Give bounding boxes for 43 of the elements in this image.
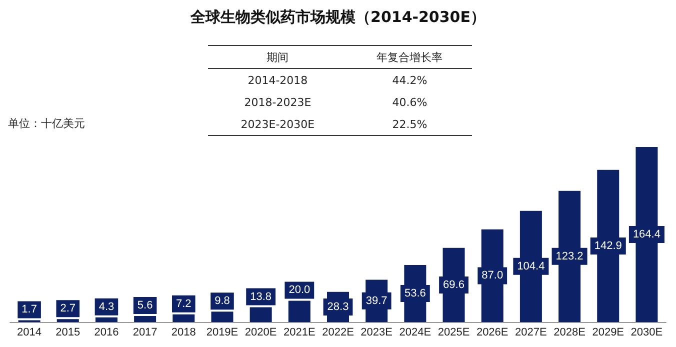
chart-title: 全球生物类似药市场规模（2014-2030E） (189, 8, 486, 27)
x-tick-label: 2014 (17, 326, 42, 338)
x-tick-label: 2020E (244, 326, 277, 338)
data-label: 87.0 (482, 270, 504, 282)
data-label: 142.9 (594, 240, 622, 252)
data-label: 123.2 (556, 250, 584, 262)
x-tick-label: 2017 (132, 326, 158, 338)
x-tick-label: 2018 (171, 326, 196, 338)
y-axis-title: 单位：十亿美元 (8, 116, 85, 131)
x-tick-label: 2022E (322, 326, 354, 338)
text: 2023E-2030E (208, 113, 348, 136)
data-label: 13.8 (250, 290, 272, 303)
data-label: 5.6 (137, 300, 153, 312)
x-tick-label: 2028E (554, 326, 586, 338)
data-label: 20.0 (288, 284, 310, 296)
x-tick-label: 2024E (399, 326, 432, 338)
text: 2018-2023E (243, 94, 312, 110)
data-label: 39.7 (366, 294, 388, 307)
data-label: 1.7 (22, 304, 37, 316)
data-label: 4.3 (98, 300, 114, 313)
x-tick-label: 2016 (94, 326, 119, 338)
data-label: 53.6 (404, 287, 426, 300)
text: 22.5% (347, 113, 472, 136)
data-label: 7.2 (176, 298, 192, 310)
text: 年复合增长率 (347, 46, 472, 68)
x-tick-label: 2029E (592, 326, 624, 338)
x-tick-label: 2030E (630, 326, 663, 338)
text: 2014-2018 (246, 72, 309, 88)
data-label: 9.8 (214, 295, 230, 308)
data-label: 104.4 (517, 260, 545, 272)
data-label: 164.4 (632, 228, 660, 240)
data-label: 69.6 (443, 278, 464, 291)
text: 40.6% (391, 94, 428, 110)
x-tick-label: 2015 (56, 326, 80, 338)
x-tick-label: 2023E (360, 326, 392, 338)
x-tick-label: 2025E (438, 326, 470, 338)
x-tick-label: 2019E (206, 326, 238, 338)
data-label: 2.7 (60, 302, 76, 315)
x-tick-label: 2021E (284, 326, 316, 338)
x-tick-label: 2026E (476, 326, 508, 338)
text: 44.2% (391, 72, 428, 88)
x-tick-label: 2027E (515, 326, 547, 338)
text: 期间 (208, 46, 348, 68)
